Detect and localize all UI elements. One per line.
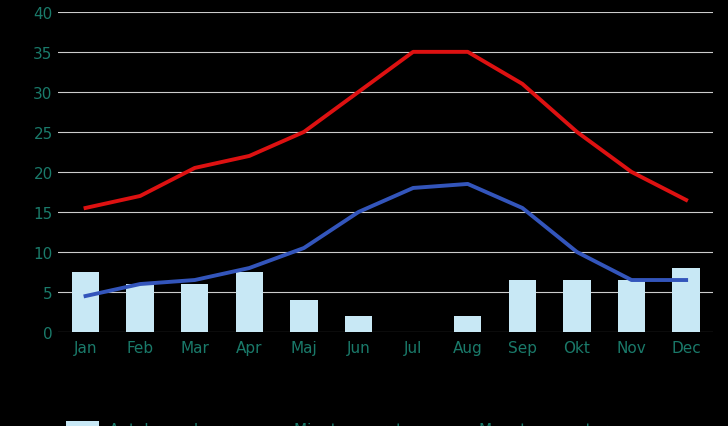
Bar [563, 280, 590, 332]
Bar [454, 316, 481, 332]
Bar [345, 316, 372, 332]
Legend: Antal regndagar, Min. temperatur, Max. temperatur: Antal regndagar, Min. temperatur, Max. t… [66, 421, 608, 426]
Bar [618, 280, 645, 332]
Bar [72, 272, 99, 332]
Bar [290, 300, 317, 332]
Bar [127, 285, 154, 332]
Bar [236, 272, 263, 332]
Bar [509, 280, 536, 332]
Bar [673, 268, 700, 332]
Bar [181, 285, 208, 332]
